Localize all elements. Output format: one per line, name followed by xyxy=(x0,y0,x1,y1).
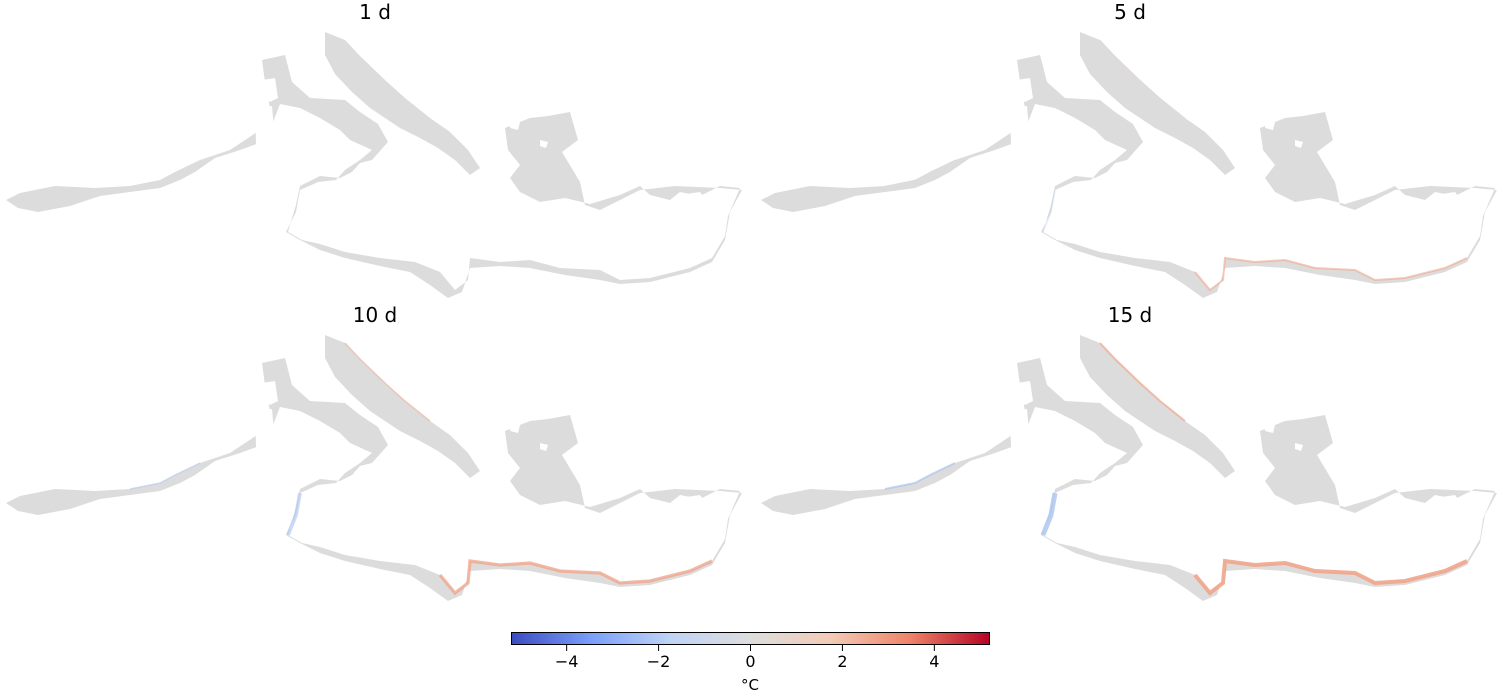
panel-title: 1 d xyxy=(359,0,391,24)
panel-title: 15 d xyxy=(1107,303,1153,327)
island xyxy=(1110,465,1140,481)
sea-area xyxy=(761,55,1497,298)
sea-temperature-map xyxy=(761,335,1497,601)
map-panel-5d: 5 d xyxy=(755,0,1500,300)
island xyxy=(680,192,712,216)
island xyxy=(1285,508,1360,521)
island xyxy=(355,465,385,481)
island xyxy=(1435,192,1467,216)
island xyxy=(510,423,520,433)
island xyxy=(540,443,548,451)
adriatic-sea-area xyxy=(325,32,480,175)
colorbar-tick-label: 2 xyxy=(837,652,848,671)
warm-anomaly-coastline xyxy=(344,342,431,422)
colorbar-tick-label: −2 xyxy=(646,652,671,671)
adriatic-sea-area xyxy=(1080,32,1235,175)
island xyxy=(255,409,275,451)
adriatic-sea-area xyxy=(1080,335,1235,478)
sea-area xyxy=(6,55,742,298)
cold-anomaly-coastline xyxy=(129,462,201,490)
sea-temperature-map xyxy=(761,32,1497,298)
sea-temperature-map xyxy=(6,335,742,601)
cold-anomaly-coastline xyxy=(884,462,956,490)
colorbar-tick-label: 0 xyxy=(745,652,756,671)
island xyxy=(540,140,548,148)
island xyxy=(155,128,178,138)
warm-anomaly-coastline xyxy=(1099,342,1186,422)
warm-anomaly-coastline xyxy=(1194,256,1468,292)
cold-anomaly-coastline xyxy=(1042,189,1056,233)
panel-title: 5 d xyxy=(1114,0,1146,24)
island xyxy=(1017,78,1033,102)
island xyxy=(132,447,140,453)
island xyxy=(1265,120,1275,130)
cold-anomaly-coastline xyxy=(1040,492,1058,536)
island xyxy=(887,447,895,453)
colorbar-tick-label: 4 xyxy=(929,652,940,671)
island xyxy=(355,162,385,178)
island xyxy=(1265,423,1275,433)
island xyxy=(887,144,895,150)
colorbar xyxy=(511,632,990,651)
island xyxy=(510,120,520,130)
island xyxy=(262,381,278,405)
cold-anomaly-coastline xyxy=(286,492,302,536)
map-panel-15d: 15 d xyxy=(755,303,1500,603)
island xyxy=(910,431,933,441)
warm-anomaly-coastline xyxy=(1193,558,1468,596)
warm-anomaly-coastline xyxy=(1099,39,1186,119)
island xyxy=(1010,409,1030,451)
island xyxy=(910,128,933,138)
island xyxy=(530,205,605,218)
warm-anomaly-coastline xyxy=(438,559,713,596)
island xyxy=(530,508,605,521)
panel-title: 10 d xyxy=(352,303,398,327)
colorbar-unit-label: °C xyxy=(741,676,759,694)
island xyxy=(1285,205,1360,218)
cold-anomaly-coastline xyxy=(884,159,956,187)
island xyxy=(155,431,178,441)
island xyxy=(1010,106,1030,148)
sea-area xyxy=(6,358,742,601)
map-panel-10d: 10 d xyxy=(0,303,750,603)
island xyxy=(262,78,278,102)
colorbar-tick-label: −4 xyxy=(554,652,579,671)
island xyxy=(132,144,140,150)
sea-temperature-map xyxy=(6,32,742,298)
adriatic-sea-area xyxy=(325,335,480,478)
island xyxy=(1295,140,1303,148)
island xyxy=(680,495,712,519)
island xyxy=(255,106,275,148)
island xyxy=(1435,495,1467,519)
island xyxy=(1295,443,1303,451)
island xyxy=(1110,162,1140,178)
map-panel-1d: 1 d xyxy=(0,0,750,300)
sea-area xyxy=(761,358,1497,601)
island xyxy=(1017,381,1033,405)
